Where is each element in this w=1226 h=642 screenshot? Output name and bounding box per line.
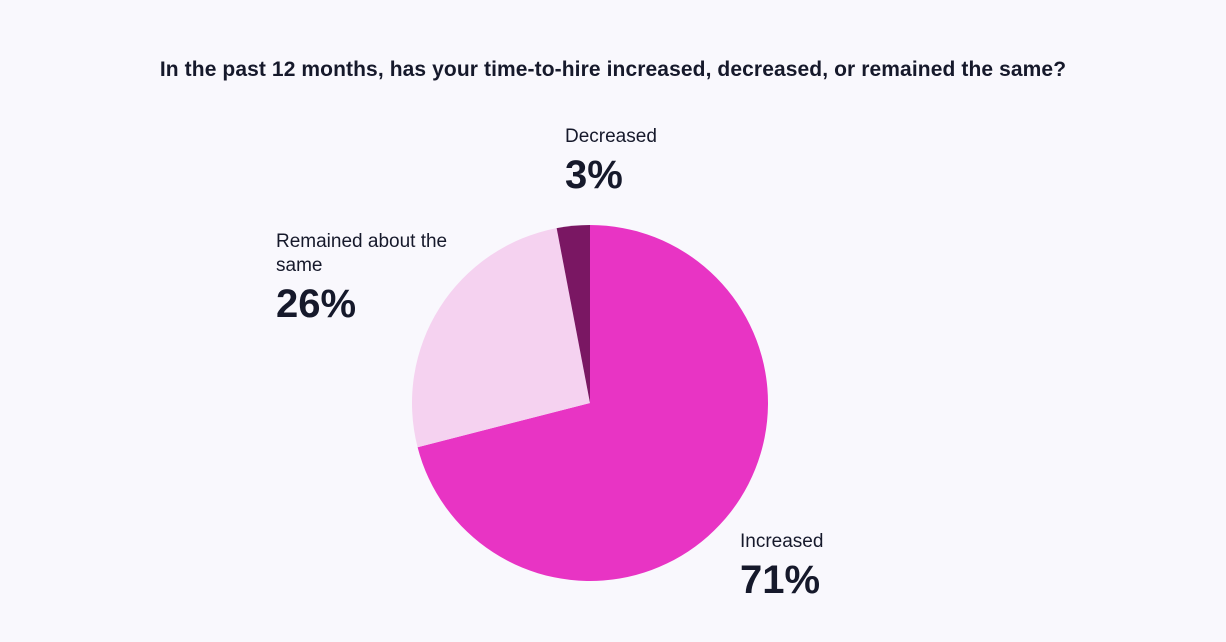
pie-slice-remained-about-the-same bbox=[411, 228, 590, 448]
slice-value-decreased: 3% bbox=[565, 153, 623, 197]
pie-slice-increased bbox=[417, 225, 768, 582]
slice-value-remained-same: 26% bbox=[276, 282, 357, 326]
slice-name-remained-same: Remained about the same bbox=[276, 231, 448, 276]
slice-label-remained-same: Remained about the same 26% bbox=[276, 230, 456, 328]
slice-label-increased: Increased 71% bbox=[740, 530, 823, 604]
slice-label-decreased: Decreased 3% bbox=[565, 125, 657, 199]
slice-name-increased: Increased bbox=[740, 531, 824, 552]
slice-name-decreased: Decreased bbox=[565, 126, 657, 147]
pie-slice-decreased bbox=[556, 224, 590, 403]
slice-value-increased: 71% bbox=[740, 558, 821, 602]
chart-title: In the past 12 months, has your time-to-… bbox=[159, 58, 1067, 81]
